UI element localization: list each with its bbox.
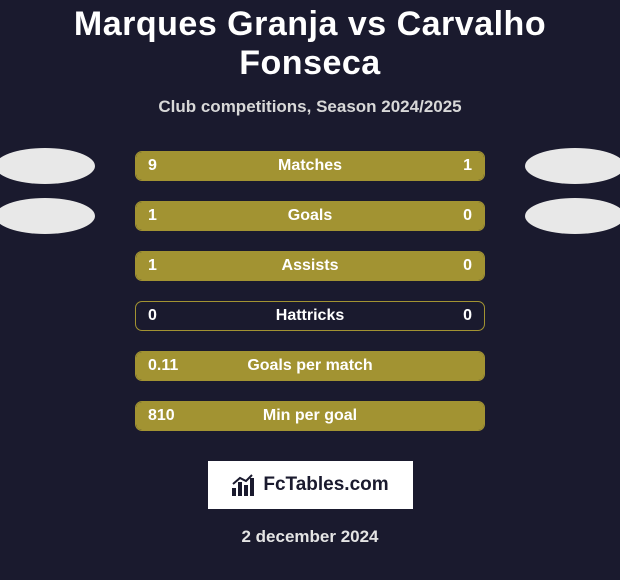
page-title: Marques Granja vs Carvalho Fonseca	[0, 5, 620, 83]
source-label: FcTables.com	[263, 474, 388, 496]
stat-bar: 1 Goals 0	[135, 201, 485, 231]
stat-value-left: 1	[148, 207, 157, 225]
stat-value-right: 0	[463, 307, 472, 325]
stat-bar: 1 Assists 0	[135, 251, 485, 281]
stats-list: 9 Matches 1 1 Goals 0 1 Assists 0 0 Hattricks 0 0.11…	[0, 155, 620, 455]
stat-bar: 0 Hattricks 0	[135, 301, 485, 331]
stat-row: 1 Goals 0	[0, 205, 620, 227]
stat-value-left: 9	[148, 157, 157, 175]
stat-label: Goals per match	[247, 357, 372, 375]
stat-row: 1 Assists 0	[0, 255, 620, 277]
stat-row: 0 Hattricks 0	[0, 305, 620, 327]
stat-value-left: 0.11	[148, 357, 178, 375]
stats-comparison-card: Marques Granja vs Carvalho Fonseca Club …	[0, 0, 620, 547]
stat-label: Assists	[282, 257, 339, 275]
stat-row: 810 Min per goal	[0, 405, 620, 427]
stat-row: 0.11 Goals per match	[0, 355, 620, 377]
stat-bar: 810 Min per goal	[135, 401, 485, 431]
subtitle: Club competitions, Season 2024/2025	[158, 97, 461, 117]
stat-label: Hattricks	[276, 307, 344, 325]
stat-label: Goals	[288, 207, 332, 225]
stat-bar: 0.11 Goals per match	[135, 351, 485, 381]
player-avatar-left	[0, 198, 95, 234]
player-avatar-right	[525, 148, 620, 184]
source-badge: FcTables.com	[208, 461, 413, 509]
player-avatar-right	[525, 198, 620, 234]
stat-value-left: 810	[148, 407, 175, 425]
stat-value-right: 1	[463, 157, 472, 175]
date-label: 2 december 2024	[241, 527, 378, 547]
stat-label: Min per goal	[263, 407, 357, 425]
stat-value-left: 0	[148, 307, 157, 325]
stat-label: Matches	[278, 157, 342, 175]
player-avatar-left	[0, 148, 95, 184]
stat-value-right: 0	[463, 257, 472, 275]
stat-bar: 9 Matches 1	[135, 151, 485, 181]
stat-value-left: 1	[148, 257, 157, 275]
chart-icon	[231, 474, 257, 496]
stat-value-right: 0	[463, 207, 472, 225]
stat-row: 9 Matches 1	[0, 155, 620, 177]
